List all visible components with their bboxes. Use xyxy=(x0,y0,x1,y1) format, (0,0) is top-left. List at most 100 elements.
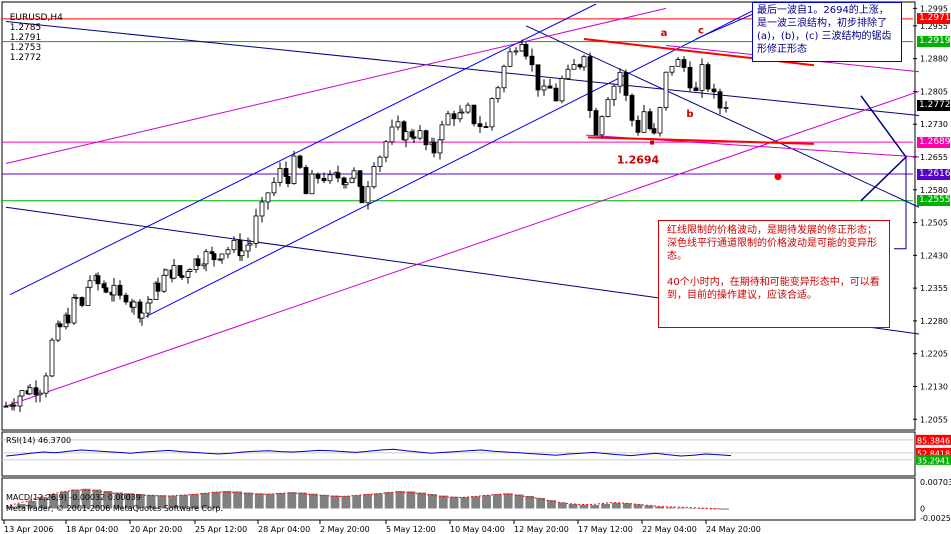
macd-bar xyxy=(287,492,297,509)
candle-body xyxy=(565,68,571,79)
candle-body xyxy=(489,98,495,128)
target-point xyxy=(774,173,782,181)
macd-bar xyxy=(676,507,686,509)
candle-body xyxy=(635,119,641,133)
candle-body xyxy=(117,284,123,296)
macd-bar xyxy=(211,491,221,509)
candle-body xyxy=(541,85,547,91)
main-panel-frame xyxy=(1,1,916,431)
candle-body xyxy=(365,186,371,204)
macd-bar xyxy=(81,488,91,509)
y-tick-label: 1.2505 xyxy=(920,219,948,228)
x-tick-label: 22 May 04:00 xyxy=(642,525,697,534)
candle-body xyxy=(457,112,463,120)
macd-bar xyxy=(460,497,470,509)
candle-body xyxy=(185,271,191,278)
candle-body xyxy=(495,87,501,99)
candle-body xyxy=(17,395,23,407)
x-tick-label: 12 May 20:00 xyxy=(514,525,569,534)
candle-body xyxy=(611,85,617,100)
candle-body xyxy=(179,275,185,278)
y-tick-label: 1.2955 xyxy=(920,22,948,31)
macd-bar xyxy=(536,497,546,509)
x-tick-label: 2 May 20:00 xyxy=(320,525,370,534)
macd-y-tick: 0.007034 xyxy=(920,478,951,487)
x-tick-label: 24 May 20:00 xyxy=(706,525,761,534)
price-label-1.2555: 1.2555 xyxy=(917,195,951,207)
candle-body xyxy=(283,168,289,177)
candle-body xyxy=(85,286,91,306)
candle-body xyxy=(203,251,209,265)
candle-body xyxy=(335,172,341,179)
macd-bar xyxy=(568,503,578,509)
wave-label-c: c xyxy=(698,25,704,36)
candle-body xyxy=(641,111,647,133)
x-tick-label: 13 Apr 2006 xyxy=(4,525,53,534)
candle-body xyxy=(103,287,109,293)
macd-bar xyxy=(330,495,340,509)
macd-bar xyxy=(244,492,253,509)
candle-body xyxy=(705,64,711,90)
candle-body xyxy=(471,104,477,125)
trendline-channel-mid-blue-up[interactable] xyxy=(9,3,597,296)
macd-title: MACD(12,26,9) -0.00032 0.00039 xyxy=(6,493,141,502)
trendline-pink-upper[interactable] xyxy=(5,7,667,165)
macd-bar xyxy=(70,489,80,509)
rsi-title: RSI(14) 46.3700 xyxy=(6,436,71,445)
candle-body xyxy=(717,91,723,109)
candle-body xyxy=(171,265,177,279)
candle-body xyxy=(377,156,383,167)
candle-body xyxy=(559,78,565,102)
macd-bar xyxy=(92,489,102,509)
candle-body xyxy=(315,173,321,179)
trendline-red-lower[interactable] xyxy=(587,136,815,145)
macd-bar xyxy=(666,507,675,509)
macd-bar xyxy=(633,504,643,509)
macd-bar xyxy=(168,495,178,509)
header-low: 1.2753 xyxy=(9,43,42,53)
header-symbol: EURUSD,H4 xyxy=(9,13,63,23)
candle-body xyxy=(547,85,553,89)
header-high: 1.2791 xyxy=(9,33,42,43)
candle-body xyxy=(617,71,623,87)
candle-body xyxy=(19,390,25,397)
trendline-channel-mid-blue-up2[interactable] xyxy=(145,3,767,317)
candle-body xyxy=(395,121,401,128)
candle-body xyxy=(675,59,681,67)
y-tick-label: 1.2055 xyxy=(920,415,948,424)
macd-bar xyxy=(557,502,567,509)
candle-body xyxy=(669,65,675,73)
macd-bar xyxy=(622,503,632,509)
wave-structure-note[interactable]: 最后一波自1。2694的上涨，是一波三浪结构，初步排除了(a)，(b)，(c) … xyxy=(752,2,902,62)
chart-header: EURUSD,H4 1.2785 1.2791 1.2753 1.2772 xyxy=(4,3,63,63)
main-price-axis: 1.2995 1.2955 1.2880 1.2805 1.2730 1.2655 1.25… xyxy=(913,4,948,424)
macd-bar xyxy=(146,494,156,509)
candle-body xyxy=(111,284,117,296)
macd-bar xyxy=(720,508,729,510)
x-tick-label: 25 Apr 12:00 xyxy=(195,525,247,534)
analysis-note[interactable]: 红线限制的价格波动，是期待发展的修正形态； 深色线平行通道限制的价格波动是可能的… xyxy=(658,220,890,328)
x-tick-label: 18 Apr 04:00 xyxy=(66,525,118,534)
price-label-1.2689: 1.2689 xyxy=(917,136,951,148)
candle-body xyxy=(101,283,107,289)
macd-bar xyxy=(135,494,145,509)
candle-body xyxy=(383,141,389,158)
trendline-channel-blue-down[interactable] xyxy=(525,25,920,208)
candle-body xyxy=(605,99,611,117)
wave-annotations: a b c 1.2694 xyxy=(617,25,704,166)
candle-body xyxy=(587,56,593,111)
macd-bar xyxy=(265,493,275,509)
x-tick-label: 5 May 12:00 xyxy=(386,525,436,534)
candle-body xyxy=(187,269,193,272)
macd-bar xyxy=(547,500,556,509)
rsi-panel-frame xyxy=(1,431,916,477)
trendline-channel-upper-blue[interactable] xyxy=(5,20,920,116)
candle-body xyxy=(211,253,217,261)
candle-body xyxy=(501,65,507,89)
y-tick-label: 1.2580 xyxy=(920,186,948,195)
trendline-pink-lower[interactable] xyxy=(5,90,920,407)
candle-body xyxy=(699,64,705,91)
macd-bar xyxy=(200,492,210,509)
candle-body xyxy=(623,71,629,96)
